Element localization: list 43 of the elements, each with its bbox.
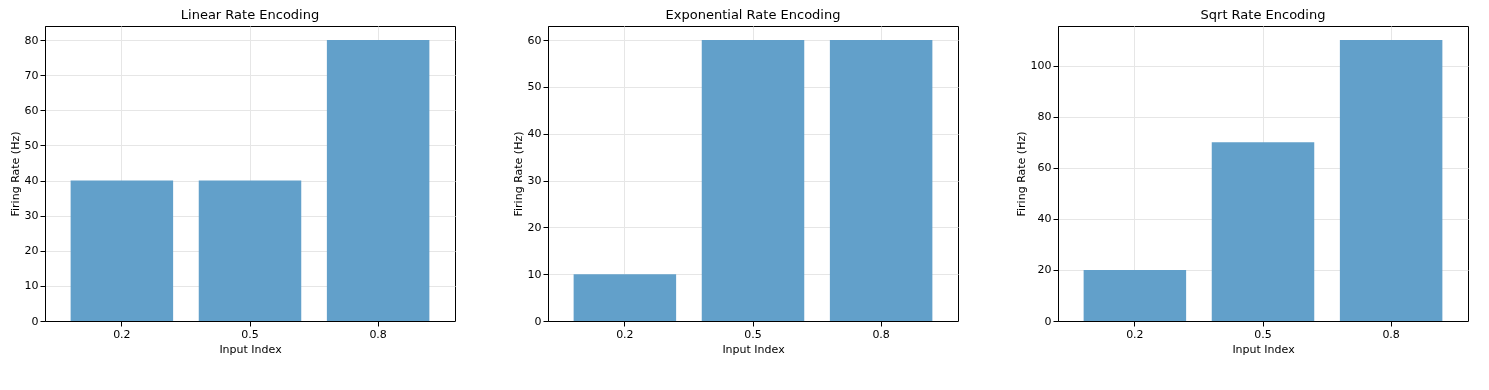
y-tick-label: 20 bbox=[527, 220, 542, 234]
x-tick-label: 0.2 bbox=[113, 327, 131, 341]
chart-title: Exponential Rate Encoding bbox=[665, 7, 841, 22]
y-tick-label: 40 bbox=[527, 127, 542, 141]
y-tick-label: 10 bbox=[527, 267, 542, 281]
y-tick-label: 60 bbox=[24, 103, 39, 117]
x-tick-label: 0.5 bbox=[744, 327, 762, 341]
chart-title: Sqrt Rate Encoding bbox=[1200, 7, 1326, 22]
bar bbox=[1211, 142, 1315, 321]
y-axis-title: Firing Rate (Hz) bbox=[1014, 131, 1028, 217]
chart-title: Linear Rate Encoding bbox=[180, 7, 320, 22]
x-axis-title: Input Index bbox=[1232, 342, 1296, 356]
x-tick-label: 0.8 bbox=[369, 327, 387, 341]
y-axis-title: Firing Rate (Hz) bbox=[511, 131, 525, 217]
x-axis-title: Input Index bbox=[722, 342, 786, 356]
bar bbox=[1083, 269, 1187, 321]
y-tick-label: 50 bbox=[527, 80, 542, 94]
y-tick-label: 40 bbox=[24, 174, 39, 188]
x-tick-label: 0.8 bbox=[1382, 327, 1400, 341]
y-tick-label: 100 bbox=[1030, 59, 1052, 73]
y-tick-label: 20 bbox=[1037, 263, 1052, 277]
y-axis-title: Firing Rate (Hz) bbox=[8, 131, 22, 217]
x-tick-label: 0.2 bbox=[616, 327, 634, 341]
y-tick-label: 70 bbox=[24, 68, 39, 82]
y-tick-label: 80 bbox=[24, 33, 39, 47]
y-tick-label: 0 bbox=[1044, 314, 1052, 328]
x-tick-label: 0.2 bbox=[1126, 327, 1144, 341]
bar bbox=[1339, 40, 1443, 321]
y-tick-label: 40 bbox=[1037, 212, 1052, 226]
y-tick-label: 60 bbox=[527, 33, 542, 47]
y-tick-label: 50 bbox=[24, 138, 39, 152]
y-tick-label: 80 bbox=[1037, 110, 1052, 124]
x-tick-label: 0.8 bbox=[872, 327, 890, 341]
x-tick-label: 0.5 bbox=[1254, 327, 1272, 341]
y-tick-label: 60 bbox=[1037, 161, 1052, 175]
y-tick-label: 0 bbox=[534, 314, 542, 328]
y-tick-label: 30 bbox=[24, 209, 39, 223]
y-tick-label: 0 bbox=[31, 314, 39, 328]
y-tick-label: 30 bbox=[527, 174, 542, 188]
x-tick-label: 0.5 bbox=[241, 327, 259, 341]
x-axis-title: Input Index bbox=[219, 342, 283, 356]
y-tick-label: 20 bbox=[24, 244, 39, 258]
y-tick-label: 10 bbox=[24, 279, 39, 293]
